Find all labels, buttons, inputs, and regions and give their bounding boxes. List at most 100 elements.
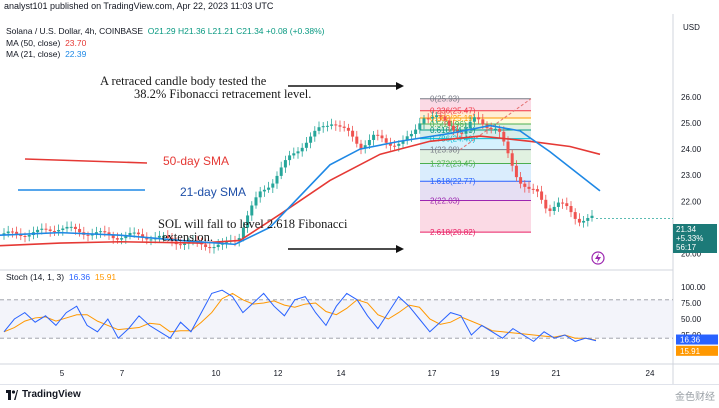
stoch-k-value: 16.36 — [68, 272, 91, 282]
stoch-axis-tick: 75.00 — [681, 299, 702, 308]
candle-body — [208, 247, 212, 249]
candle-body — [577, 218, 581, 223]
stoch-label: Stoch (14, 1, 3) — [6, 272, 65, 282]
symbol-row: Solana / U.S. Dollar, 4h, COINBASE O21.2… — [6, 26, 325, 38]
candle-body — [531, 188, 535, 190]
candle-body — [136, 232, 140, 235]
candle-body — [73, 226, 77, 229]
time-axis-tick: 19 — [491, 369, 500, 378]
candle-body — [418, 123, 422, 130]
candle-body — [78, 228, 82, 233]
fib-zone — [420, 130, 531, 139]
fib-zone — [420, 149, 531, 164]
price-axis-tick: 23.00 — [681, 171, 702, 180]
ma21-row: MA (21, close) 22.39 — [6, 49, 325, 61]
flash-icon-bolt — [595, 253, 601, 263]
time-axis-tick: 14 — [337, 369, 346, 378]
candle-body — [271, 183, 275, 188]
sma50-annotation: 50-day SMA — [163, 154, 230, 168]
candle-body — [204, 244, 208, 248]
symbol-title: Solana / U.S. Dollar, 4h, COINBASE — [6, 26, 144, 36]
candle-body — [166, 235, 170, 238]
fib-level-label: 0.236(25.47) — [430, 107, 476, 116]
candle-body — [430, 116, 434, 119]
candle-body — [317, 127, 321, 131]
price-chart-svg[interactable]: 0(25.93)0.236(25.47)0.382(25.19)0.5(24.9… — [0, 14, 719, 384]
price-axis-tick: 22.00 — [681, 197, 702, 206]
last-price-tag: 21.34 +5.33% 56:17 — [673, 224, 717, 253]
candle-body — [582, 220, 586, 223]
fib-zone — [420, 163, 531, 182]
candle-body — [141, 234, 145, 238]
candle-body — [506, 141, 510, 154]
candle-body — [36, 229, 40, 233]
time-axis-tick: 24 — [646, 369, 655, 378]
retrace-line-2: 38.2% Fibonacci retracement level. — [134, 87, 312, 101]
fib-zone — [420, 110, 531, 119]
candle-body — [565, 203, 569, 207]
candle-body — [338, 125, 342, 127]
fib-level-label: 0(25.93) — [430, 95, 460, 104]
candle-body — [321, 126, 325, 128]
footer-brand[interactable]: TradingView — [22, 389, 81, 400]
candle-body — [258, 191, 262, 198]
candle-body — [149, 239, 153, 241]
retrace-line-1: A retraced candle body tested the — [100, 74, 267, 88]
candle-body — [435, 115, 439, 117]
price-change: +5.33% — [676, 234, 704, 243]
candle-body — [57, 229, 61, 232]
footer-bar: TradingView 金色财经 — [0, 384, 719, 408]
candle-body — [27, 235, 31, 237]
candle-body — [304, 142, 308, 148]
candle-body — [254, 197, 258, 206]
candle-body — [283, 160, 287, 168]
candle-body — [99, 231, 103, 233]
candle-body — [569, 206, 573, 213]
stoch-d-tag-text: 15.91 — [680, 347, 701, 356]
candle-body — [586, 217, 590, 221]
fib-zone — [420, 181, 531, 201]
sma50-sample-line — [24, 158, 148, 164]
candle-body — [561, 202, 565, 204]
candle-body — [460, 133, 464, 135]
candle-body — [556, 202, 560, 207]
chart-area[interactable]: 0(25.93)0.236(25.47)0.382(25.19)0.5(24.9… — [0, 14, 719, 384]
candle-body — [380, 135, 384, 139]
candle-body — [552, 206, 556, 211]
candle-body — [372, 134, 376, 140]
candle-body — [502, 131, 506, 142]
stoch-d-line — [3, 292, 597, 341]
candle-body — [388, 142, 392, 146]
fib-level-label: 2.618(20.82) — [430, 228, 476, 237]
fib-level-label: 1.618(22.77) — [430, 177, 476, 186]
candle-body — [44, 228, 48, 230]
candle-body — [523, 183, 527, 187]
tradingview-logo-icon — [6, 390, 18, 400]
candle-body — [498, 128, 502, 132]
candle-body — [132, 232, 136, 234]
stoch-axis-tick: 50.00 — [681, 315, 702, 324]
ma50-line — [0, 135, 601, 247]
candle-body — [162, 235, 166, 237]
candle-body — [6, 231, 10, 234]
candle-body — [288, 155, 292, 161]
candle-body — [477, 117, 481, 120]
ma50-row: MA (50, close) 23.70 — [6, 38, 325, 50]
ma21-value: 22.39 — [65, 49, 87, 59]
candle-body — [15, 231, 19, 234]
price-axis-tick: 24.00 — [681, 145, 702, 154]
stoch-axis-tick: 100.00 — [681, 283, 706, 292]
chart-legend: Solana / U.S. Dollar, 4h, COINBASE O21.2… — [6, 26, 325, 61]
candle-body — [111, 235, 115, 239]
candle-body — [384, 138, 388, 143]
time-axis-tick: 12 — [274, 369, 283, 378]
retrace-annotation: A retraced candle body tested the 38.2% … — [100, 75, 311, 101]
fall-line-1: SOL will fall to level 2.618 Fibonacci — [158, 217, 348, 231]
candle-body — [439, 115, 443, 117]
publisher-bar: analyst101 published on TradingView.com,… — [0, 0, 719, 14]
candle-body — [355, 136, 359, 144]
time-axis-tick: 5 — [60, 369, 65, 378]
fib-level-label: 1.272(23.45) — [430, 159, 476, 168]
fib-level-label: 2(22.03) — [430, 197, 460, 206]
candle-body — [128, 232, 132, 236]
